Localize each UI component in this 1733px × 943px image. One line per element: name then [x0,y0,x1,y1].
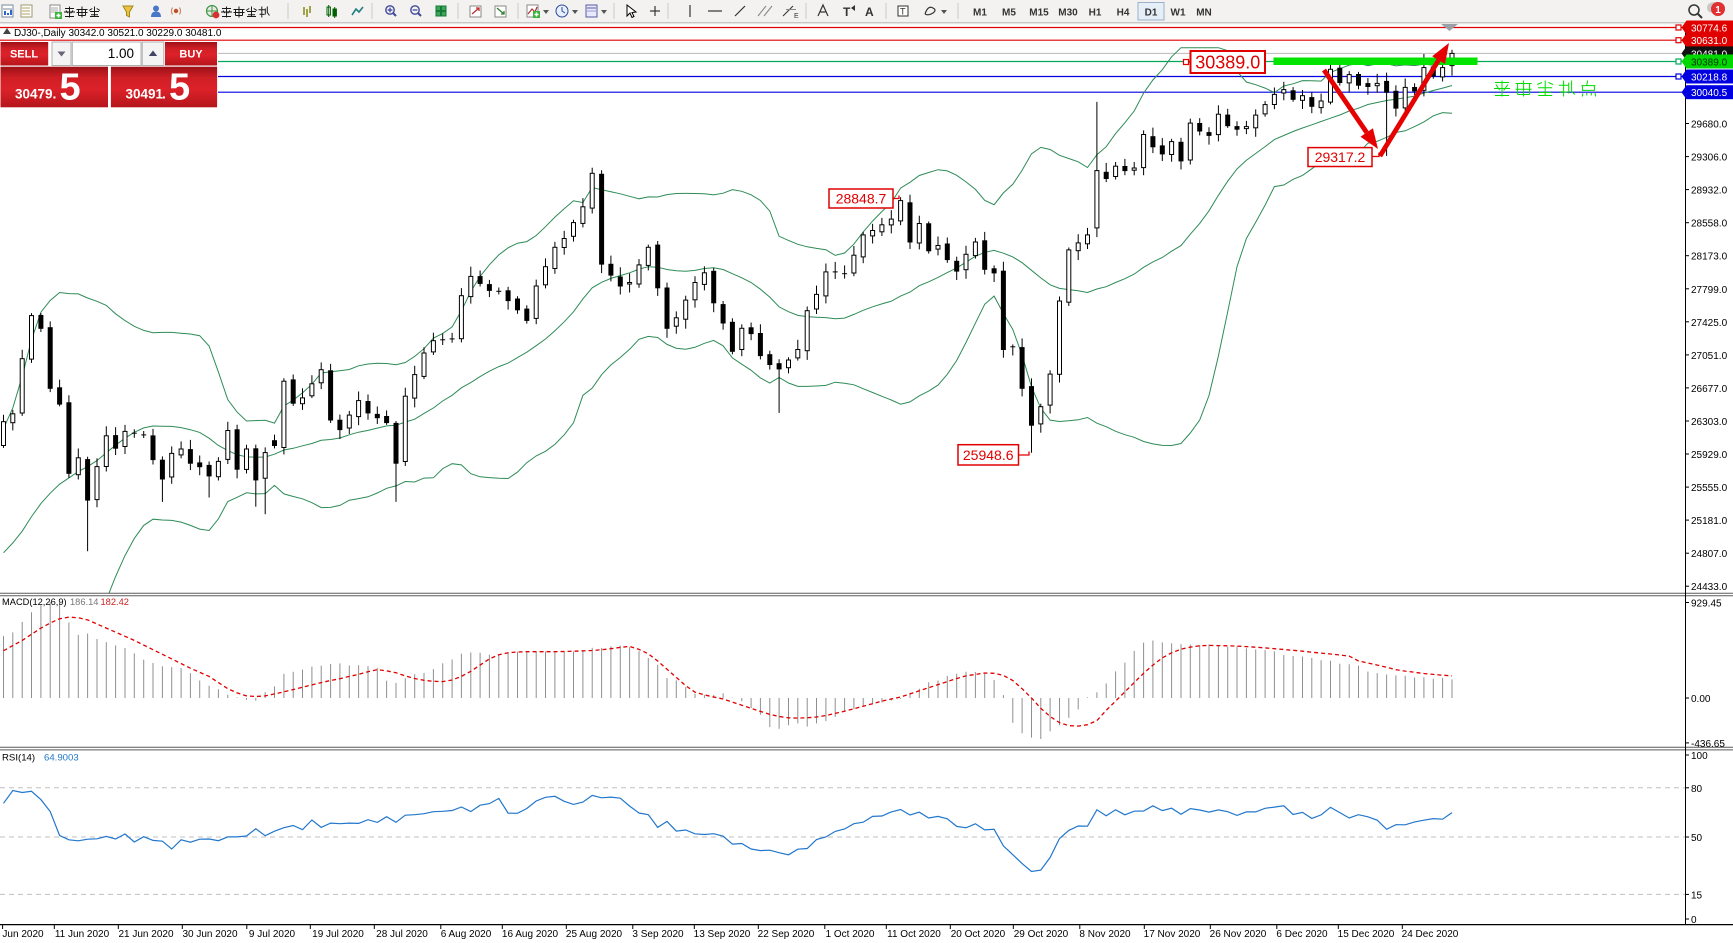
svg-text:29317.2: 29317.2 [1315,149,1366,165]
svg-text:25948.6: 25948.6 [963,447,1014,463]
svg-text:25 Aug 2020: 25 Aug 2020 [566,929,623,940]
svg-text:186.14: 186.14 [70,597,98,607]
svg-text:SELL: SELL [10,49,38,61]
svg-text:15 Dec 2020: 15 Dec 2020 [1338,929,1395,940]
svg-text:D1: D1 [1145,8,1158,19]
svg-text:25929.0: 25929.0 [1691,450,1728,461]
svg-text:80: 80 [1691,784,1703,795]
svg-text:RSI(14): RSI(14) [2,753,35,764]
svg-text:6 Aug 2020: 6 Aug 2020 [441,929,492,940]
svg-text:9 Jul 2020: 9 Jul 2020 [249,929,296,940]
svg-text:T: T [843,5,851,19]
svg-text:H4: H4 [1117,8,1130,19]
svg-text:A: A [865,5,874,19]
svg-text:1: 1 [1715,5,1721,16]
svg-text:1 Oct 2020: 1 Oct 2020 [826,929,875,940]
svg-text:28932.0: 28932.0 [1691,186,1728,197]
svg-text:30040.5: 30040.5 [1691,88,1728,99]
svg-text:27425.0: 27425.0 [1691,318,1728,329]
svg-text:0.00: 0.00 [1691,694,1711,705]
svg-text:24807.0: 24807.0 [1691,549,1728,560]
svg-text:M1: M1 [973,8,987,19]
svg-text:64.9003: 64.9003 [44,753,79,764]
svg-text:30 Jun 2020: 30 Jun 2020 [182,929,237,940]
svg-text:17 Nov 2020: 17 Nov 2020 [1144,929,1201,940]
svg-text:28558.0: 28558.0 [1691,219,1728,230]
svg-text:27051.0: 27051.0 [1691,351,1728,362]
svg-text:E: E [794,13,799,20]
svg-text:M15: M15 [1029,8,1049,19]
svg-text:8 Nov 2020: 8 Nov 2020 [1079,929,1131,940]
svg-text:26 Nov 2020: 26 Nov 2020 [1210,929,1267,940]
svg-text:3 Sep 2020: 3 Sep 2020 [632,929,684,940]
svg-text:-436.65: -436.65 [1691,739,1725,750]
svg-text:26677.0: 26677.0 [1691,384,1728,395]
svg-text:30218.8: 30218.8 [1691,73,1728,84]
svg-text:M5: M5 [1002,8,1016,19]
svg-text:16 Aug 2020: 16 Aug 2020 [502,929,559,940]
svg-text:30774.6: 30774.6 [1691,24,1728,35]
svg-text:0: 0 [1691,915,1697,926]
svg-text:22 Sep 2020: 22 Sep 2020 [758,929,815,940]
svg-text:25181.0: 25181.0 [1691,516,1728,527]
svg-text:DJ30-,Daily 30342.0 30521.0 30: DJ30-,Daily 30342.0 30521.0 30229.0 3048… [14,28,222,39]
svg-text:1.00: 1.00 [108,46,134,61]
svg-text:Jun 2020: Jun 2020 [2,929,44,940]
svg-text:MN: MN [1196,8,1212,19]
svg-text:20 Oct 2020: 20 Oct 2020 [951,929,1006,940]
svg-text:H1: H1 [1089,8,1102,19]
svg-text:BUY: BUY [179,49,203,61]
svg-text:182.42: 182.42 [101,597,129,607]
svg-text:26303.0: 26303.0 [1691,417,1728,428]
svg-text:24 Dec 2020: 24 Dec 2020 [1402,929,1459,940]
svg-text:11 Jun 2020: 11 Jun 2020 [55,929,110,940]
svg-text:5: 5 [60,67,81,109]
svg-text:30479: 30479 [15,86,53,101]
svg-text:24433.0: 24433.0 [1691,582,1728,593]
svg-text:28 Jul 2020: 28 Jul 2020 [376,929,428,940]
svg-text:MACD(12,26,9): MACD(12,26,9) [2,597,67,607]
svg-text:5: 5 [169,67,190,109]
svg-text:27799.0: 27799.0 [1691,285,1728,296]
svg-text:6 Dec 2020: 6 Dec 2020 [1276,929,1328,940]
svg-text:30389.0: 30389.0 [1195,53,1260,73]
svg-text:W1: W1 [1171,8,1186,19]
svg-text:929.45: 929.45 [1691,599,1722,610]
svg-text:30631.0: 30631.0 [1691,36,1728,47]
svg-text:29680.0: 29680.0 [1691,120,1728,131]
svg-text:28848.7: 28848.7 [836,191,887,207]
svg-text:25555.0: 25555.0 [1691,483,1728,494]
svg-text:.: . [53,85,57,101]
svg-text:21 Jun 2020: 21 Jun 2020 [118,929,173,940]
svg-text:T: T [900,7,906,17]
svg-text:.: . [162,85,166,101]
svg-text:19 Jul 2020: 19 Jul 2020 [312,929,364,940]
svg-text:28173.0: 28173.0 [1691,252,1728,263]
svg-text:30389.0: 30389.0 [1691,58,1728,69]
svg-text:30491: 30491 [126,86,164,101]
svg-text:15: 15 [1691,890,1703,901]
svg-text:29 Oct 2020: 29 Oct 2020 [1014,929,1069,940]
svg-text:13 Sep 2020: 13 Sep 2020 [694,929,751,940]
svg-text:M30: M30 [1058,8,1078,19]
svg-text:29306.0: 29306.0 [1691,153,1728,164]
svg-text:50: 50 [1691,833,1703,844]
svg-text:11 Oct 2020: 11 Oct 2020 [887,929,941,940]
svg-text:100: 100 [1691,751,1708,762]
